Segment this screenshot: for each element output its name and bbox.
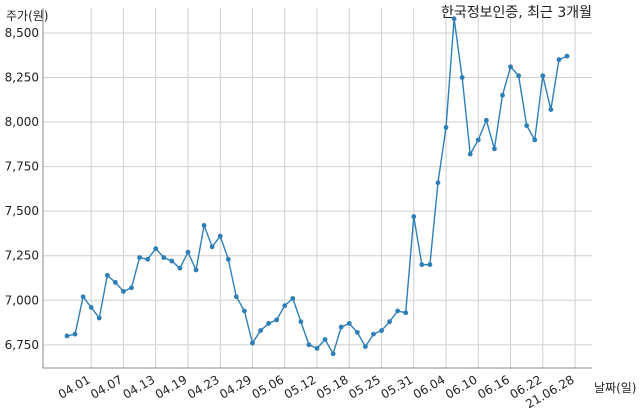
data-point — [112, 280, 118, 285]
data-point — [290, 296, 296, 301]
data-point — [201, 223, 207, 228]
x-tick-label: 05.18 — [314, 372, 351, 401]
data-point — [306, 342, 312, 348]
data-point — [217, 233, 223, 239]
chart-title: 한국정보인증, 최근 3개월 — [441, 5, 592, 21]
data-point — [96, 315, 102, 321]
data-point — [64, 333, 70, 339]
data-point — [153, 246, 159, 251]
data-point — [242, 308, 247, 314]
data-point — [282, 303, 288, 309]
x-tick-label: 05.12 — [282, 372, 319, 401]
data-point — [161, 255, 167, 260]
x-tick-label: 06.16 — [475, 372, 512, 401]
data-point — [508, 64, 513, 70]
data-point — [483, 117, 489, 123]
data-point — [475, 137, 481, 143]
y-tick-label: 8,250 — [5, 71, 39, 85]
data-point — [346, 321, 352, 326]
data-point — [129, 285, 134, 291]
data-point — [371, 331, 376, 337]
grid — [43, 8, 592, 368]
data-point — [459, 75, 465, 80]
data-point — [80, 294, 86, 300]
data-point — [532, 137, 538, 143]
y-tick-label: 6,750 — [5, 338, 39, 352]
data-point — [322, 337, 328, 342]
data-point — [274, 317, 280, 323]
data-point — [330, 351, 336, 357]
x-tick-label: 05.06 — [249, 372, 286, 401]
y-tick-label: 8,500 — [5, 26, 39, 40]
data-point — [209, 244, 215, 250]
data-point — [524, 123, 530, 129]
data-point — [387, 319, 392, 325]
data-point — [379, 328, 384, 333]
axes — [42, 8, 592, 369]
data-point — [314, 345, 320, 351]
data-point — [564, 53, 570, 59]
data-point — [258, 328, 263, 333]
data-point — [411, 214, 417, 219]
data-point — [556, 57, 562, 63]
data-point — [177, 265, 183, 271]
data-point — [233, 294, 239, 300]
data-point — [443, 125, 449, 130]
data-point — [516, 73, 522, 79]
data-point — [362, 344, 368, 350]
data-point — [266, 321, 272, 326]
data-point — [395, 308, 401, 314]
x-tick-label: 04.01 — [56, 372, 93, 401]
data-point — [137, 255, 142, 260]
x-tick-label: 04.13 — [120, 372, 157, 401]
data-point — [419, 262, 425, 268]
data-point — [467, 151, 473, 157]
data-point — [403, 310, 409, 316]
data-point — [169, 258, 175, 264]
y-axis-label: 주가(원) — [6, 9, 48, 23]
y-tick-label: 7,750 — [5, 160, 39, 174]
y-tick-label: 7,000 — [5, 293, 39, 307]
data-point — [427, 262, 433, 268]
data-point — [354, 329, 360, 335]
x-tick-label: 06.10 — [443, 372, 480, 401]
data-point — [193, 267, 199, 273]
data-point — [145, 256, 151, 262]
data-point — [451, 16, 457, 22]
data-point — [435, 180, 441, 186]
y-tick-label: 7,500 — [5, 204, 39, 218]
y-tick-labels: 6,750 7,000 7,250 7,500 7,750 8,000 8,250 8,500 — [5, 26, 39, 352]
x-tick-label: 05.25 — [346, 372, 383, 401]
data-point — [88, 305, 94, 310]
x-tick-label: 04.07 — [88, 372, 125, 401]
data-point — [492, 146, 497, 152]
y-tick-label: 7,250 — [5, 249, 39, 263]
data-point — [104, 272, 110, 278]
data-point — [72, 331, 78, 337]
data-point — [338, 324, 344, 330]
x-tick-label: 04.23 — [185, 372, 222, 401]
x-tick-label: 06.04 — [411, 372, 448, 401]
data-points — [64, 16, 570, 357]
y-tick-label: 8,000 — [5, 115, 39, 129]
data-point — [121, 288, 126, 294]
data-point — [185, 249, 191, 255]
data-point — [298, 319, 304, 325]
x-axis-label: 날짜(일) — [594, 381, 636, 395]
x-tick-label: 05.31 — [379, 372, 416, 401]
data-point — [225, 256, 231, 262]
x-tick-labels: 04.0104.0704.1304.1904.2304.2905.0605.12… — [56, 372, 577, 411]
data-point — [548, 107, 554, 112]
data-point — [540, 73, 546, 79]
x-tick-label: 04.29 — [217, 372, 254, 401]
data-point — [250, 340, 255, 346]
x-tick-label: 04.19 — [153, 372, 190, 401]
data-point — [500, 92, 505, 98]
